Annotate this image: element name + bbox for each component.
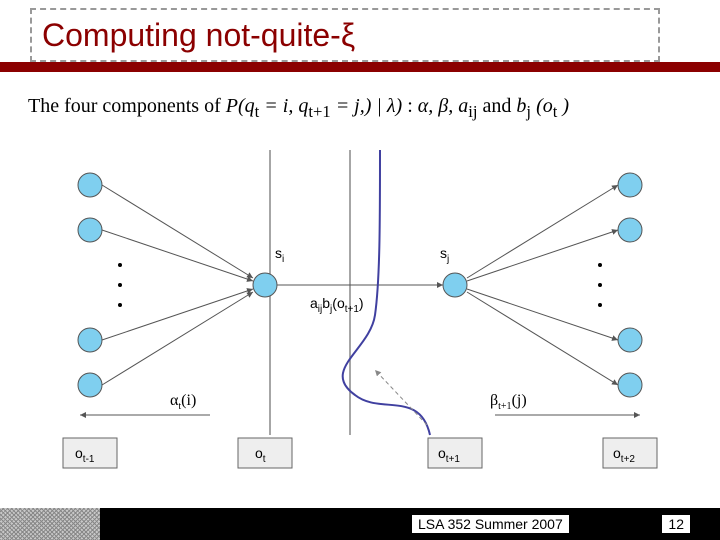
footer-course: LSA 352 Summer 2007: [412, 515, 569, 533]
edge-left-4: [102, 292, 253, 385]
eq-colon: :: [407, 95, 418, 117]
node-right-2: [618, 218, 642, 242]
eq-t: t: [255, 102, 260, 121]
eq-bo: (o: [536, 95, 553, 117]
dots-right-1: [598, 263, 602, 267]
title-underline-bar: [0, 62, 720, 72]
edge-right-4: [467, 292, 618, 385]
dots-right-3: [598, 303, 602, 307]
eq-P: P(q: [226, 95, 255, 117]
dashed-arrow: [375, 370, 427, 425]
eq-and: and: [483, 95, 517, 117]
eq-b: b: [516, 95, 526, 117]
dots-left-1: [118, 263, 122, 267]
eq-alphabeta: α, β, a: [418, 95, 468, 117]
eq-bj: j: [526, 102, 531, 121]
node-si: [253, 273, 277, 297]
footer-page: 12: [662, 515, 690, 533]
eq-t1: t+1: [308, 102, 330, 121]
boundary-curve: [343, 150, 430, 435]
edge-right-3: [467, 289, 618, 340]
edge-right-1: [467, 185, 618, 278]
node-left-3: [78, 328, 102, 352]
edge-left-1: [102, 185, 253, 278]
dots-right-2: [598, 283, 602, 287]
eq-bot: t: [553, 102, 558, 121]
footer-bar: LSA 352 Summer 2007 12: [0, 508, 720, 540]
label-alpha: αt(i): [170, 392, 196, 412]
dots-left-3: [118, 303, 122, 307]
label-aij-bj: aijbj(ot+1): [310, 295, 364, 315]
label-si: si: [275, 245, 284, 265]
eq-close: ): [562, 95, 569, 117]
label-sj: sj: [440, 245, 449, 265]
footer-right: LSA 352 Summer 2007 12: [102, 508, 720, 540]
eq-ij: ij: [468, 102, 477, 121]
label-beta: βt+1(j): [490, 392, 527, 412]
node-left-1: [78, 173, 102, 197]
eq-eqj: = j,) | λ): [336, 95, 403, 117]
node-right-1: [618, 173, 642, 197]
node-left-4: [78, 373, 102, 397]
eq-prefix: The four components of: [28, 95, 226, 117]
edge-left-3: [102, 289, 253, 340]
node-right-3: [618, 328, 642, 352]
title-box: Computing not-quite-ξ: [30, 8, 660, 62]
node-left-2: [78, 218, 102, 242]
node-right-4: [618, 373, 642, 397]
hmm-diagram: si sj aijbj(ot+1) αt(i) βt+1(j) ot-1 ot …: [20, 140, 700, 480]
eq-eqi: = i, q: [264, 95, 308, 117]
edge-left-2: [102, 230, 253, 281]
page-title: Computing not-quite-ξ: [42, 17, 355, 54]
node-sj: [443, 273, 467, 297]
equation-line: The four components of P(qt = i, qt+1 = …: [28, 95, 569, 122]
edge-right-2: [467, 230, 618, 281]
footer-hatch: [0, 508, 100, 540]
dots-left-2: [118, 283, 122, 287]
